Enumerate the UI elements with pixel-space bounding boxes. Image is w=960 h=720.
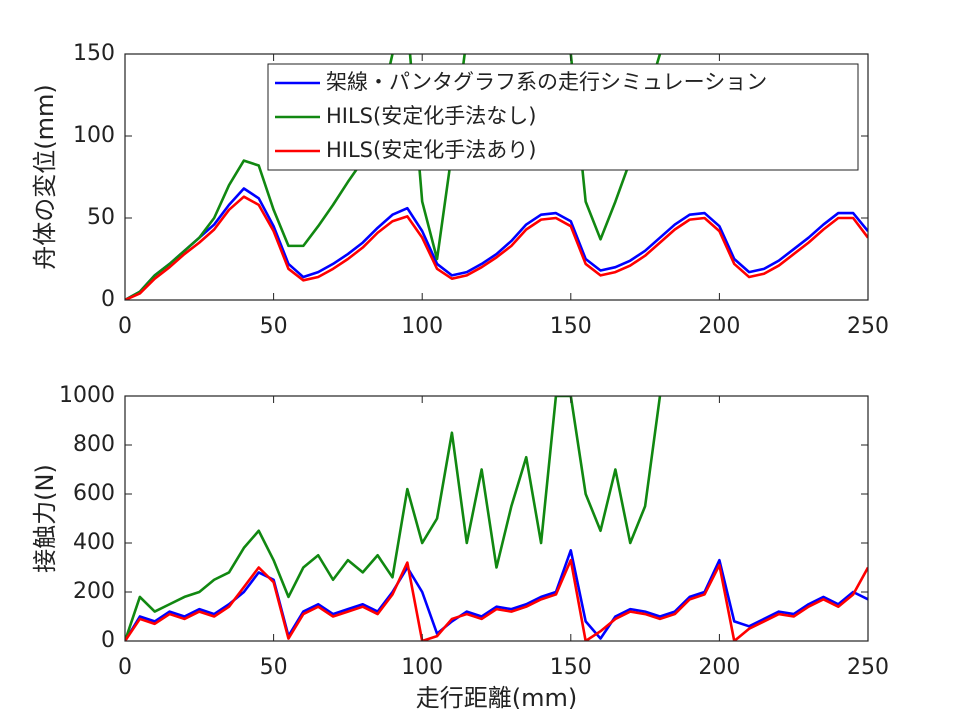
x-tick-label: 200 (698, 655, 740, 680)
y-tick-label: 200 (73, 579, 115, 604)
y-axis-label: 接触力(N) (31, 464, 59, 573)
y-tick-label: 400 (73, 530, 115, 555)
legend-label: HILS(安定化手法あり) (326, 138, 536, 162)
x-tick-label: 250 (847, 655, 889, 680)
x-tick-label: 100 (401, 314, 443, 339)
y-tick-label: 50 (87, 205, 115, 230)
x-tick-label: 50 (260, 655, 288, 680)
x-tick-label: 200 (698, 314, 740, 339)
x-tick-label: 100 (401, 655, 443, 680)
axes-box (124, 395, 869, 642)
x-tick-label: 150 (550, 314, 592, 339)
plot-area (125, 396, 868, 641)
x-tick-label: 150 (550, 655, 592, 680)
data-line (125, 558, 868, 641)
y-tick-label: 1000 (59, 383, 115, 408)
data-line (125, 54, 662, 300)
y-tick-label: 0 (101, 287, 115, 312)
data-line (125, 187, 868, 300)
data-line (125, 396, 662, 641)
legend-label: HILS(安定化手法なし) (326, 104, 536, 128)
x-axis-label: 走行距離(mm) (416, 684, 577, 712)
y-tick-label: 150 (73, 41, 115, 66)
y-tick-label: 800 (73, 432, 115, 457)
legend-label: 架線・パンタグラフ系の走行シミュレーション (326, 70, 767, 94)
x-tick-label: 50 (260, 314, 288, 339)
y-tick-label: 0 (101, 628, 115, 653)
legend-box (267, 63, 859, 171)
y-axis-label: 舟体の変位(mm) (31, 84, 59, 269)
x-tick-label: 250 (847, 314, 889, 339)
legend: 架線・パンタグラフ系の走行シミュレーション HILS(安定化手法なし) HILS(安… (267, 63, 859, 171)
axes-box (124, 53, 869, 301)
x-tick-label: 0 (118, 655, 132, 680)
y-tick-label: 100 (73, 123, 115, 148)
data-line (125, 549, 868, 641)
data-line (125, 195, 868, 300)
y-tick-label: 600 (73, 481, 115, 506)
x-tick-label: 0 (118, 314, 132, 339)
